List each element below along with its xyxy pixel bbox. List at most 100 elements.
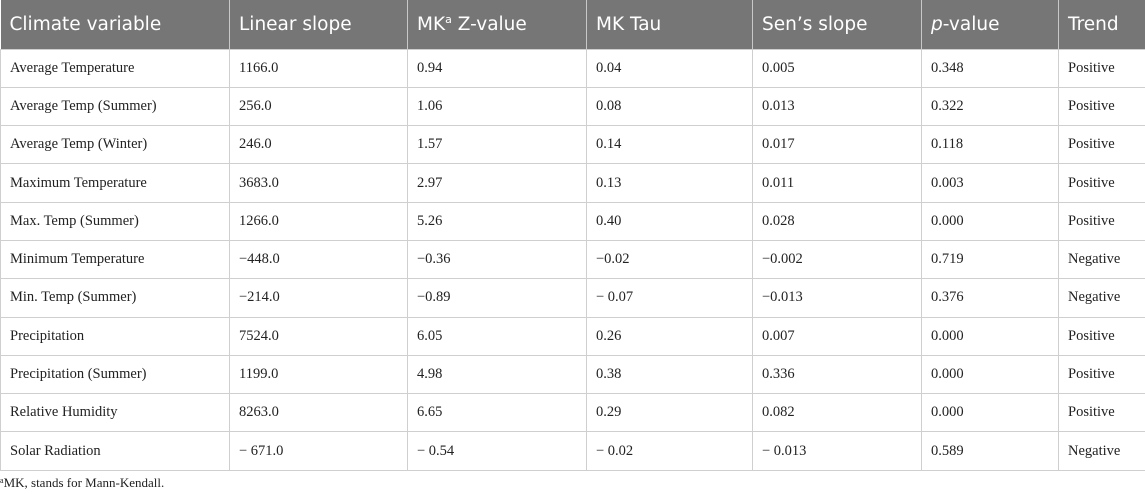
cell-trend: Positive bbox=[1058, 201, 1145, 241]
cell-mk-z-value: 6.65 bbox=[407, 393, 587, 433]
table-body: Average Temperature 1166.0 0.94 0.04 0.005 0.… bbox=[0, 48, 1145, 471]
cell-variable: Precipitation bbox=[0, 316, 230, 356]
cell-mk-z-value: 4.98 bbox=[407, 354, 587, 395]
cell-variable: Maximum Temperature bbox=[0, 163, 230, 203]
cell-variable: Average Temp (Summer) bbox=[0, 86, 230, 127]
cell-mk-tau: 0.29 bbox=[586, 393, 753, 433]
table-row: Average Temperature 1166.0 0.94 0.04 0.005 0.… bbox=[0, 48, 1145, 88]
cell-sens-slope: 0.017 bbox=[752, 125, 922, 165]
cell-mk-tau: 0.38 bbox=[586, 354, 753, 395]
cell-variable: Precipitation (Summer) bbox=[0, 354, 230, 395]
cell-sens-slope: −0.002 bbox=[752, 239, 922, 280]
cell-linear-slope: 256.0 bbox=[229, 86, 408, 127]
cell-mk-z-value: 1.06 bbox=[407, 86, 587, 127]
cell-mk-tau: 0.26 bbox=[586, 316, 753, 356]
cell-mk-tau: 0.14 bbox=[586, 125, 753, 165]
cell-mk-tau: 0.08 bbox=[586, 86, 753, 127]
cell-sens-slope: 0.013 bbox=[752, 86, 922, 127]
table-row: Average Temp (Winter) 246.0 1.57 0.14 0.017 0… bbox=[0, 125, 1145, 165]
cell-mk-tau: − 0.02 bbox=[586, 431, 753, 471]
cell-trend: Positive bbox=[1058, 354, 1145, 395]
cell-trend: Positive bbox=[1058, 86, 1145, 127]
table-row: Precipitation (Summer) 1199.0 4.98 0.38 0.33… bbox=[0, 354, 1145, 395]
cell-p-value: 0.000 bbox=[921, 354, 1059, 395]
cell-linear-slope: −214.0 bbox=[229, 278, 408, 318]
cell-mk-z-value: 6.05 bbox=[407, 316, 587, 356]
cell-trend: Positive bbox=[1058, 163, 1145, 203]
cell-trend: Positive bbox=[1058, 393, 1145, 433]
climate-trend-table: Climate variable Linear slope MKa Z-valu… bbox=[0, 0, 1145, 471]
header-p-value: p-value bbox=[921, 0, 1059, 49]
cell-p-value: 0.589 bbox=[921, 431, 1059, 471]
cell-linear-slope: − 671.0 bbox=[229, 431, 408, 471]
cell-mk-z-value: 0.94 bbox=[407, 48, 587, 88]
cell-linear-slope: 8263.0 bbox=[229, 393, 408, 433]
cell-linear-slope: 3683.0 bbox=[229, 163, 408, 203]
header-mk-footnote-marker: a bbox=[445, 13, 452, 27]
cell-linear-slope: 1266.0 bbox=[229, 201, 408, 241]
cell-sens-slope: 0.011 bbox=[752, 163, 922, 203]
cell-sens-slope: 0.336 bbox=[752, 354, 922, 395]
table-header: Climate variable Linear slope MKa Z-valu… bbox=[0, 0, 1145, 49]
cell-mk-z-value: − 0.54 bbox=[407, 431, 587, 471]
cell-p-value: 0.000 bbox=[921, 316, 1059, 356]
cell-mk-tau: 0.13 bbox=[586, 163, 753, 203]
header-z-value-label: Z-value bbox=[457, 14, 527, 36]
cell-variable: Relative Humidity bbox=[0, 393, 230, 433]
cell-trend: Positive bbox=[1058, 316, 1145, 356]
header-mk-label: MK bbox=[417, 14, 446, 36]
cell-sens-slope: 0.028 bbox=[752, 201, 922, 241]
cell-sens-slope: 0.005 bbox=[752, 48, 922, 88]
header-mk-tau: MK Tau bbox=[586, 0, 753, 49]
header-linear-slope: Linear slope bbox=[229, 0, 408, 49]
header-climate-variable: Climate variable bbox=[9, 13, 162, 35]
header-sens-slope: Sen’s slope bbox=[752, 0, 922, 49]
header-p-label: p bbox=[931, 13, 943, 35]
header-row: Climate variable Linear slope MKa Z-valu… bbox=[0, 0, 1145, 49]
table-row: Max. Temp (Summer) 1266.0 5.26 0.40 0.028 0.0… bbox=[0, 201, 1145, 241]
cell-variable: Minimum Temperature bbox=[0, 239, 230, 280]
cell-mk-z-value: 1.57 bbox=[407, 125, 587, 165]
cell-variable: Average Temp (Winter) bbox=[0, 125, 230, 165]
table-row: Relative Humidity 8263.0 6.65 0.29 0.082 0.00… bbox=[0, 393, 1145, 433]
cell-trend: Negative bbox=[1058, 239, 1145, 280]
cell-p-value: 0.118 bbox=[921, 125, 1059, 165]
cell-linear-slope: 7524.0 bbox=[229, 316, 408, 356]
cell-sens-slope: 0.007 bbox=[752, 316, 922, 356]
cell-mk-z-value: −0.36 bbox=[407, 239, 587, 280]
cell-linear-slope: −448.0 bbox=[229, 239, 408, 280]
cell-p-value: 0.000 bbox=[921, 201, 1059, 241]
table-row: Min. Temp (Summer) −214.0 −0.89− 0.07 −0.01… bbox=[0, 278, 1145, 318]
cell-variable: Min. Temp (Summer) bbox=[0, 278, 230, 318]
table-footnote: aMK, stands for Mann-Kendall. bbox=[0, 473, 164, 491]
cell-mk-z-value: −0.89 bbox=[407, 278, 587, 318]
header-trend: Trend bbox=[1058, 0, 1145, 49]
cell-p-value: 0.719 bbox=[921, 239, 1059, 280]
header-mk-z-value: MKa Z-value bbox=[407, 0, 587, 49]
cell-trend: Positive bbox=[1058, 48, 1145, 88]
cell-p-value: 0.376 bbox=[921, 278, 1059, 318]
cell-linear-slope: 1199.0 bbox=[229, 354, 408, 395]
table-row: Precipitation 7524.0 6.05 0.26 0.007 0.000 Pos… bbox=[0, 316, 1145, 356]
table-row: Maximum Temperature 3683.0 2.97 0.13 0.011 0.… bbox=[0, 163, 1145, 203]
cell-trend: Negative bbox=[1058, 431, 1145, 471]
cell-linear-slope: 1166.0 bbox=[229, 48, 408, 88]
cell-trend: Negative bbox=[1058, 278, 1145, 318]
cell-p-value: 0.348 bbox=[921, 48, 1059, 88]
table-row: Solar Radiation − 671.0− 0.54− 0.02− 0.01… bbox=[0, 431, 1145, 471]
table-row: Average Temp (Summer) 256.0 1.06 0.08 0.013 0… bbox=[0, 86, 1145, 127]
cell-sens-slope: −0.013 bbox=[752, 278, 922, 318]
footnote-marker: a bbox=[0, 476, 4, 485]
cell-variable: Max. Temp (Summer) bbox=[0, 201, 230, 241]
cell-mk-z-value: 2.97 bbox=[407, 163, 587, 203]
cell-mk-tau: 0.40 bbox=[586, 201, 753, 241]
footnote-text: MK, stands for Mann-Kendall. bbox=[3, 475, 165, 490]
cell-sens-slope: − 0.013 bbox=[752, 431, 922, 471]
cell-p-value: 0.000 bbox=[921, 393, 1059, 433]
cell-mk-tau: −0.02 bbox=[586, 239, 753, 280]
cell-linear-slope: 246.0 bbox=[229, 125, 408, 165]
cell-mk-tau: − 0.07 bbox=[586, 278, 753, 318]
cell-variable: Average Temperature bbox=[0, 48, 230, 88]
cell-mk-tau: 0.04 bbox=[586, 48, 753, 88]
cell-mk-z-value: 5.26 bbox=[407, 201, 587, 241]
